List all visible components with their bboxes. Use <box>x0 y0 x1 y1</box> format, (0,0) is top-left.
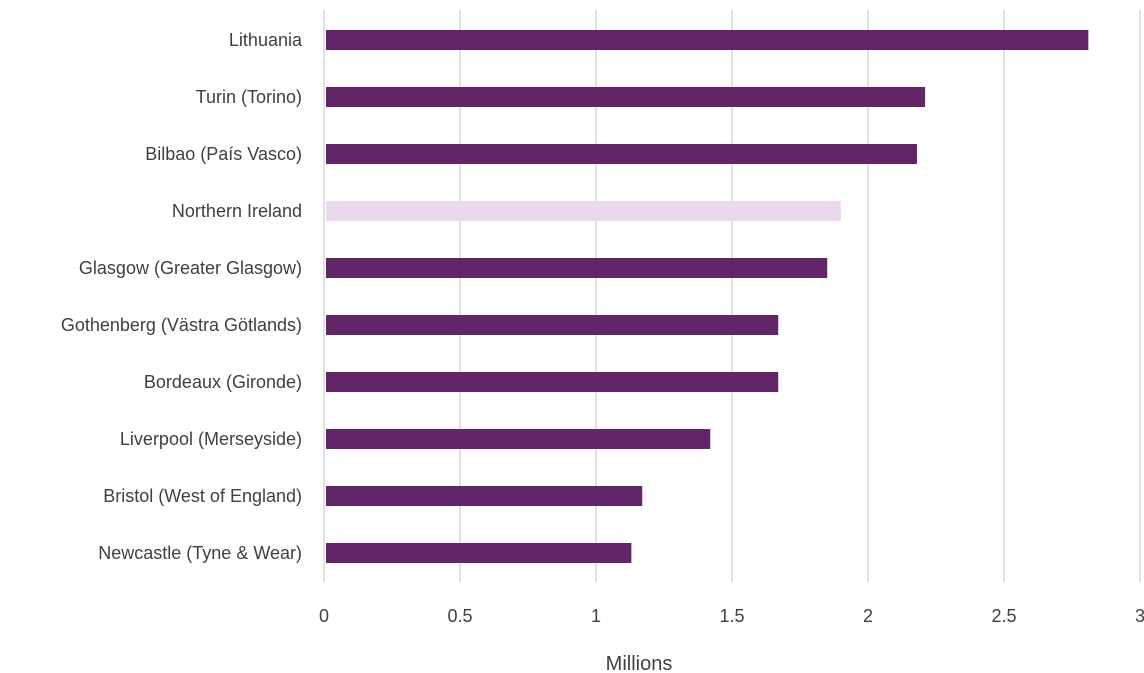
x-tick-label: 3 <box>1135 606 1144 626</box>
category-label: Liverpool (Merseyside) <box>120 429 302 449</box>
category-label: Bristol (West of England) <box>103 486 302 506</box>
bar <box>326 30 1089 50</box>
bar <box>326 429 711 449</box>
bar <box>326 486 643 506</box>
bar <box>326 372 779 392</box>
bars <box>326 30 1089 563</box>
x-tick-label: 1 <box>591 606 601 626</box>
category-label: Lithuania <box>229 30 303 50</box>
category-label: Bilbao (País Vasco) <box>145 144 302 164</box>
x-tick-label: 1.5 <box>719 606 744 626</box>
x-tick-label: 2 <box>863 606 873 626</box>
bar-highlighted <box>326 201 841 221</box>
category-label: Gothenberg (Västra Götlands) <box>61 315 302 335</box>
category-label: Bordeaux (Gironde) <box>144 372 302 392</box>
x-tick-label: 0 <box>319 606 329 626</box>
category-label: Northern Ireland <box>172 201 302 221</box>
category-labels: Lithuania Turin (Torino) Bilbao (País Vasc… <box>61 30 303 563</box>
category-label: Glasgow (Greater Glasgow) <box>79 258 302 278</box>
x-tick-label: 2.5 <box>991 606 1016 626</box>
bar <box>326 87 926 107</box>
x-tick-labels: 0 0.5 1 1.5 2 2.5 3 <box>319 606 1144 626</box>
x-tick-label: 0.5 <box>447 606 472 626</box>
x-axis-title: Millions <box>606 653 673 673</box>
bar <box>326 258 828 278</box>
bar <box>326 144 917 164</box>
bar <box>326 315 779 335</box>
category-label: Turin (Torino) <box>196 87 302 107</box>
bar <box>326 543 632 563</box>
category-label: Newcastle (Tyne & Wear) <box>98 543 302 563</box>
